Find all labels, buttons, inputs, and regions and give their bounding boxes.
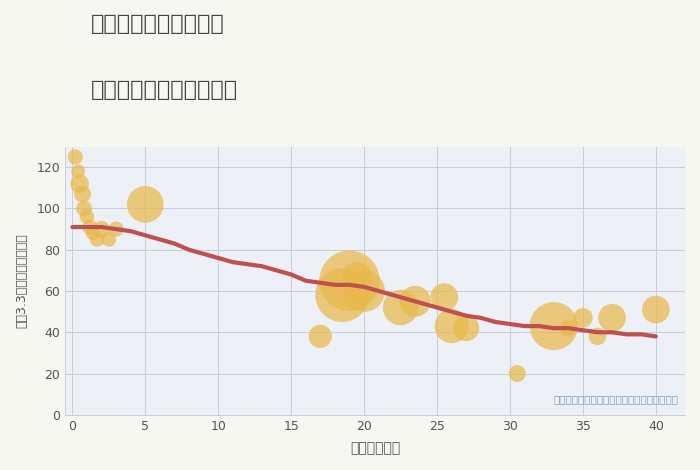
Text: 築年数別中古戸建て価格: 築年数別中古戸建て価格 [91, 80, 238, 100]
Point [563, 324, 574, 332]
Point [410, 298, 421, 305]
Point [351, 273, 363, 280]
Point [81, 213, 92, 220]
Text: 千葉県柏市あかね町の: 千葉県柏市あかね町の [91, 14, 225, 34]
Point [77, 190, 88, 198]
Point [84, 223, 95, 231]
Point [461, 324, 472, 332]
Point [88, 229, 99, 237]
Point [73, 168, 84, 175]
Point [92, 235, 103, 243]
Point [70, 153, 81, 161]
Point [548, 322, 559, 330]
Point [578, 314, 589, 321]
Point [78, 205, 90, 212]
Point [358, 287, 370, 295]
X-axis label: 築年数（年）: 築年数（年） [350, 441, 400, 455]
Point [592, 333, 603, 340]
Y-axis label: 坪（3.3㎡）単価（万円）: 坪（3.3㎡）単価（万円） [15, 233, 28, 328]
Point [337, 291, 348, 299]
Point [96, 225, 107, 233]
Point [111, 225, 122, 233]
Point [446, 322, 457, 330]
Point [512, 370, 523, 377]
Point [439, 293, 450, 301]
Point [315, 333, 326, 340]
Point [74, 180, 85, 188]
Point [650, 306, 662, 313]
Point [606, 314, 617, 321]
Text: 円の大きさは、取引のあった物件面積を示す: 円の大きさは、取引のあった物件面積を示す [554, 394, 679, 404]
Point [103, 235, 114, 243]
Point [344, 277, 355, 284]
Point [140, 201, 151, 208]
Point [395, 304, 406, 311]
